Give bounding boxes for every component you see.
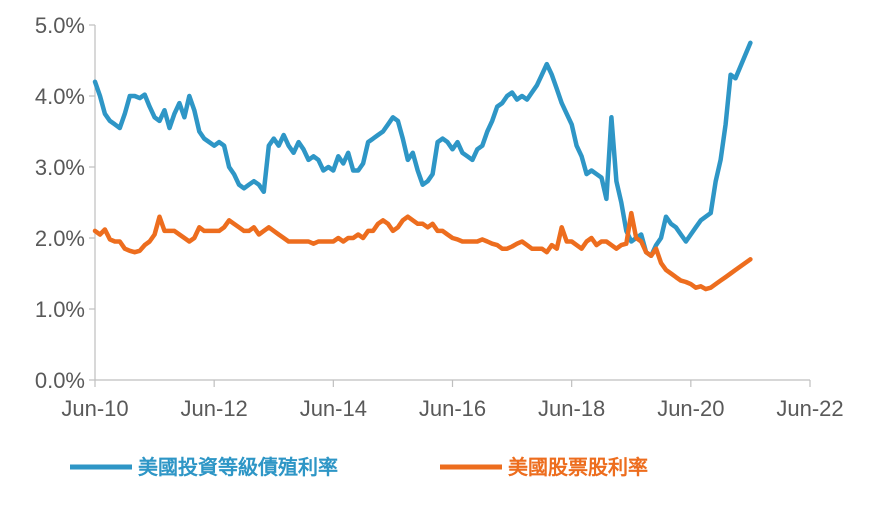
- y-tick-label: 1.0%: [35, 297, 85, 322]
- y-tick-label: 2.0%: [35, 226, 85, 251]
- y-tick-label: 4.0%: [35, 84, 85, 109]
- series-layer: [92, 40, 753, 292]
- y-axis-ticks: 0.0% 1.0% 2.0% 3.0% 4.0% 5.0%: [35, 13, 95, 393]
- y-tick-label: 5.0%: [35, 13, 85, 38]
- y-tick-label: 0.0%: [35, 368, 85, 393]
- x-tick-label: Jun-12: [181, 396, 248, 421]
- y-tick-label: 3.0%: [35, 155, 85, 180]
- legend: 美國投資等級債殖利率 美國股票股利率: [70, 455, 648, 479]
- legend-label-2: 美國股票股利率: [508, 455, 648, 479]
- legend-label-1: 美國投資等級債殖利率: [138, 455, 338, 479]
- x-tick-label: Jun-18: [538, 396, 605, 421]
- series-line-2: [92, 210, 753, 292]
- x-tick-label: Jun-14: [300, 396, 367, 421]
- x-tick-label: Jun-16: [419, 396, 486, 421]
- x-tick-label: Jun-10: [61, 396, 128, 421]
- series-line-1: [92, 40, 753, 259]
- x-tick-label: Jun-20: [657, 396, 724, 421]
- x-tick-label: Jun-22: [776, 396, 843, 421]
- x-axis-ticks: Jun-10 Jun-12 Jun-14 Jun-16 Jun-18 Jun-20 Jun-…: [61, 380, 844, 421]
